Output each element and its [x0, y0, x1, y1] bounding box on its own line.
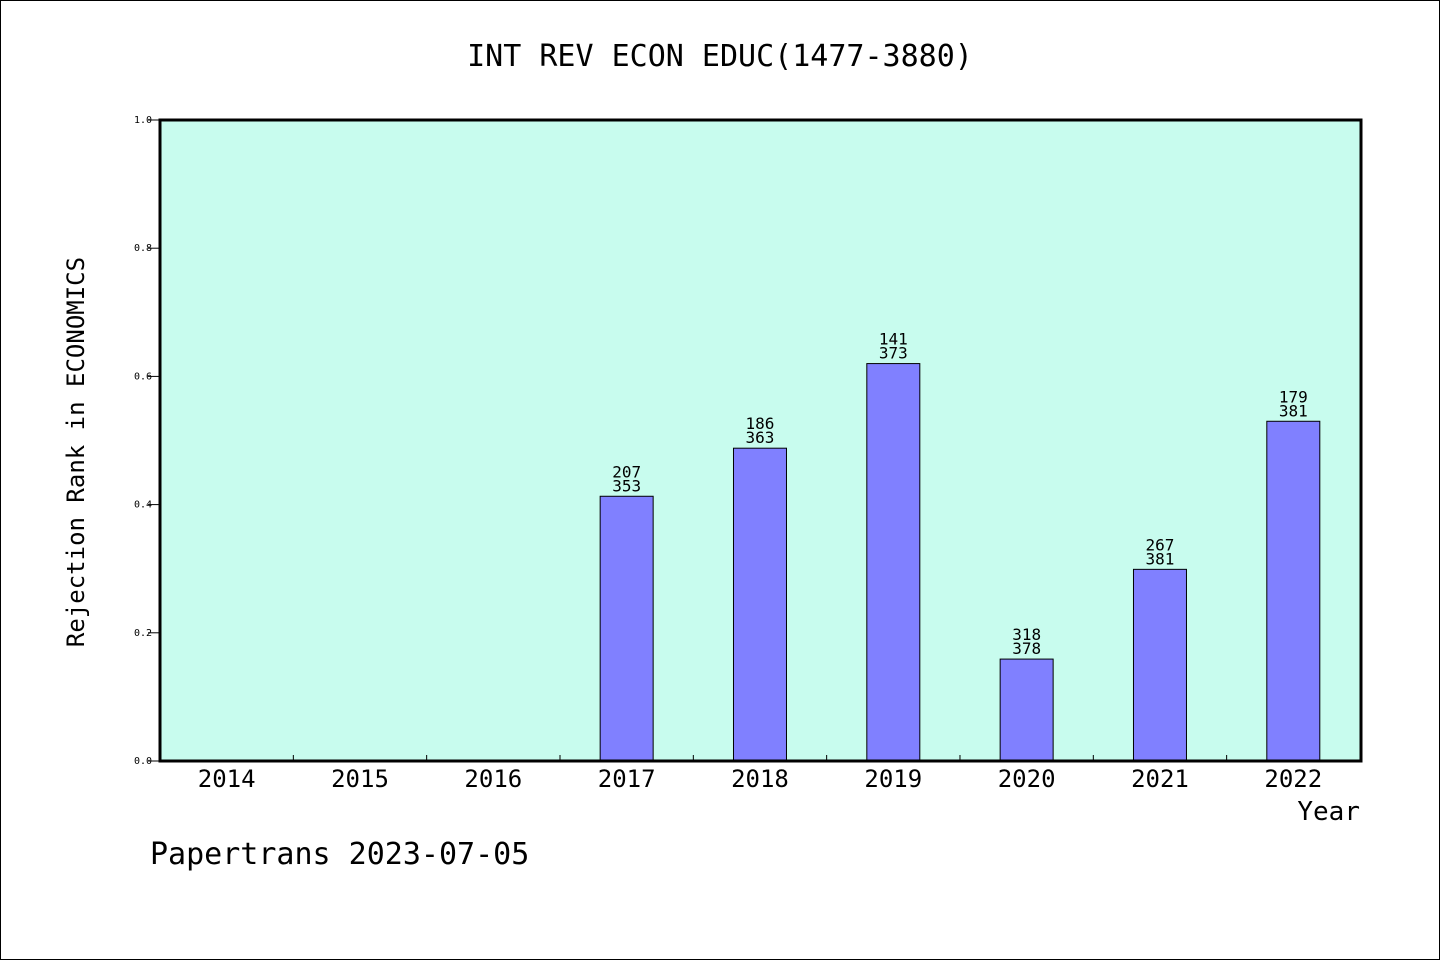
- bar: [1132, 568, 1187, 762]
- bar-label-top: 207: [612, 462, 641, 481]
- y-tick-label: 0.6: [134, 371, 152, 382]
- footer-watermark: Papertrans 2023-07-05: [150, 837, 529, 872]
- x-axis-ticks: 2014 2015 2016 2017 2018 2019 2020 2021 2022: [198, 755, 1322, 793]
- bar: [1266, 420, 1321, 762]
- x-tick-label: 2017: [598, 765, 656, 793]
- y-axis-label: Rejection Rank in ECONOMICS: [62, 257, 90, 647]
- y-tick-label: 0.8: [134, 243, 152, 254]
- bar-label-top: 186: [746, 414, 775, 433]
- bar: [732, 447, 787, 762]
- bar: [599, 495, 654, 762]
- y-axis-ticks: 0.0 0.2 0.4 0.6 0.8 1.0: [134, 115, 160, 767]
- bar-label-top: 318: [1012, 625, 1041, 644]
- x-tick-label: 2022: [1264, 765, 1322, 793]
- bar-label-top: 267: [1146, 535, 1175, 554]
- bar-label-bottom: 381: [1146, 549, 1175, 568]
- bar-label-bottom: 378: [1012, 639, 1041, 658]
- x-tick-label: 2016: [464, 765, 522, 793]
- x-axis-label: Year: [1297, 797, 1360, 827]
- y-tick-label: 1.0: [134, 115, 152, 126]
- chart-title: INT REV ECON EDUC(1477-3880): [467, 39, 973, 74]
- bar: [866, 363, 921, 762]
- bar-label-bottom: 353: [612, 476, 641, 495]
- bar-label-bottom: 363: [746, 428, 775, 447]
- x-tick-label: 2014: [198, 765, 256, 793]
- bar: [999, 658, 1054, 762]
- y-tick-label: 0.4: [134, 500, 152, 511]
- plot-border: [158, 118, 1363, 763]
- x-tick-label: 2015: [331, 765, 389, 793]
- bar-label-bottom: 381: [1279, 401, 1308, 420]
- y-tick-label: 0.0: [134, 756, 152, 767]
- x-tick-label: 2021: [1131, 765, 1189, 793]
- x-tick-label: 2019: [864, 765, 922, 793]
- bar-series: [599, 363, 1321, 762]
- x-tick-label: 2018: [731, 765, 789, 793]
- bar-label-bottom: 373: [879, 344, 908, 363]
- y-tick-label: 0.2: [134, 628, 152, 639]
- bar-label-top: 141: [879, 330, 908, 349]
- bar-label-top: 179: [1279, 387, 1308, 406]
- x-tick-label: 2020: [998, 765, 1056, 793]
